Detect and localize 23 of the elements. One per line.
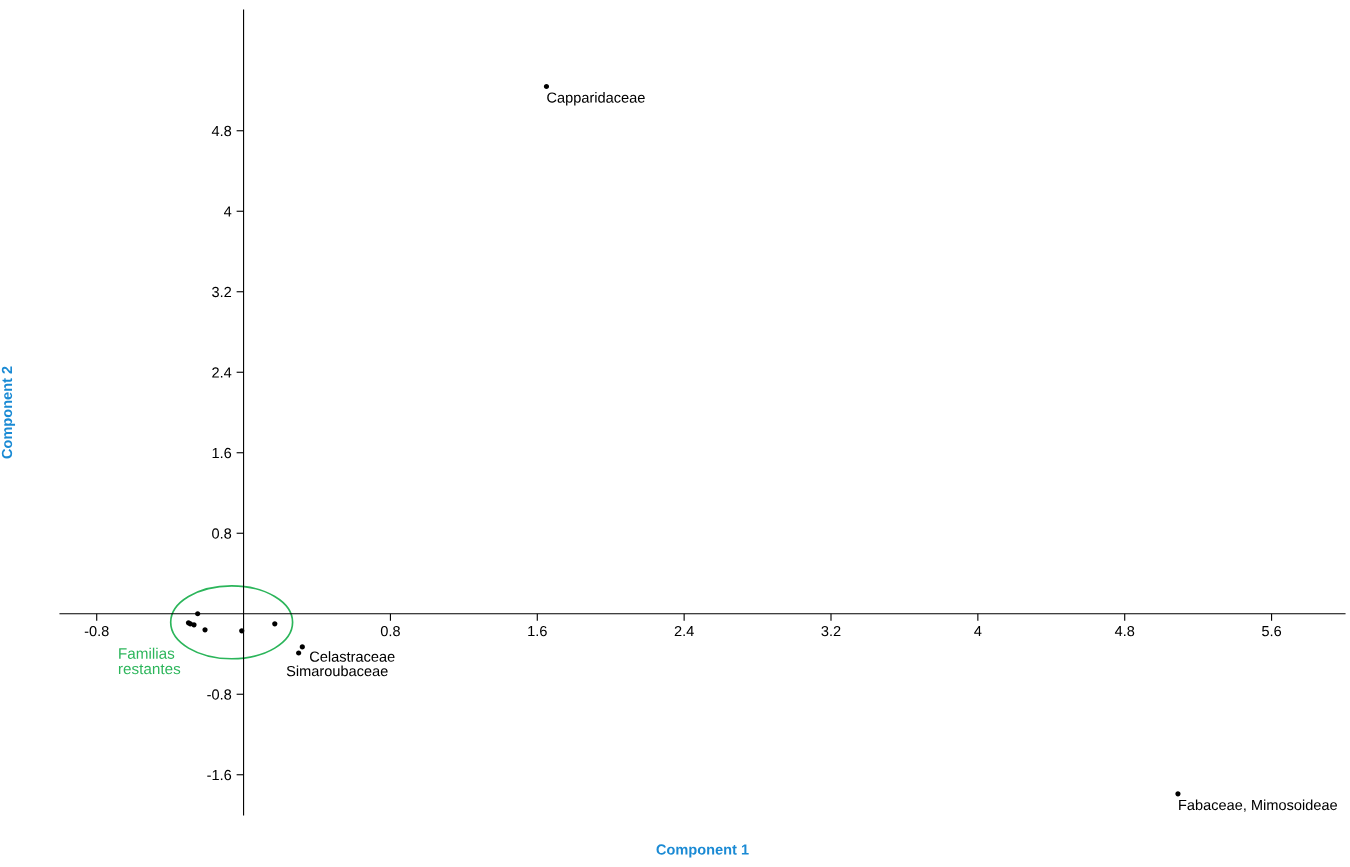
y-tick-label: -1.6 (207, 769, 232, 781)
x-tick-label: 3.2 (821, 625, 841, 637)
x-tick-label: 0.8 (380, 625, 400, 637)
y-tick-label: 3.2 (212, 286, 232, 298)
x-tick-label: -0.8 (84, 625, 109, 637)
annotation: Fabaceae, Mimosoideae (1179, 799, 1337, 812)
annotation: Capparidaceae (547, 92, 645, 106)
x-axis-title: Component 1 (656, 844, 749, 858)
annotation: Simaroubaceae (286, 665, 388, 677)
y-tick-label: 2.4 (212, 367, 232, 378)
y-tick-label: -0.8 (207, 689, 232, 700)
x-tick-label: 2.4 (674, 625, 694, 637)
y-axis-title: Component 2 (1, 366, 16, 459)
y-tick-label: 0.8 (212, 528, 232, 539)
x-tick-label: 4.8 (1114, 625, 1135, 637)
annotation: Familias restantes (118, 647, 181, 675)
annotation: Celastraceae (310, 651, 395, 662)
x-tick-label: 5.6 (1262, 625, 1282, 637)
y-tick-label: 4.8 (211, 125, 232, 137)
x-tick-label: 4 (974, 626, 982, 637)
x-tick-label: 1.6 (528, 625, 547, 637)
y-tick-label: 4 (223, 206, 232, 217)
y-tick-label: 1.6 (212, 447, 232, 459)
